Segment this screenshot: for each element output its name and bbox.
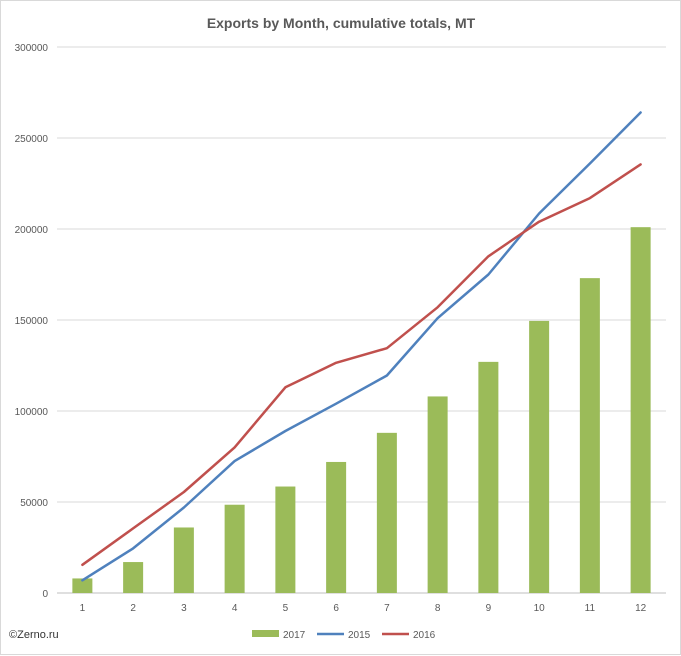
y-tick-label: 200000 bbox=[15, 225, 49, 236]
bar-2017-1 bbox=[72, 578, 93, 593]
bar-2017-2 bbox=[123, 562, 144, 593]
x-tick-label: 11 bbox=[585, 603, 596, 614]
bar-2017-11 bbox=[579, 278, 600, 593]
copyright-text: ©Zerno.ru bbox=[9, 629, 59, 641]
legend-label-2015: 2015 bbox=[348, 630, 371, 641]
x-tick-label: 8 bbox=[435, 603, 441, 614]
bar-2017-10 bbox=[529, 320, 550, 593]
bar-2017-9 bbox=[478, 361, 499, 593]
gridlines bbox=[57, 46, 666, 594]
y-tick-label: 0 bbox=[42, 589, 48, 600]
x-tick-label: 3 bbox=[181, 603, 187, 614]
y-axis: 0 50000 100000 150000 200000 250000 300000 bbox=[15, 43, 49, 600]
x-tick-label: 7 bbox=[384, 603, 390, 614]
x-tick-label: 4 bbox=[232, 603, 238, 614]
x-tick-label: 9 bbox=[486, 603, 492, 614]
y-tick-label: 250000 bbox=[15, 134, 49, 145]
bar-2017-8 bbox=[427, 396, 448, 593]
bar-2017-3 bbox=[173, 527, 194, 593]
bar-2017-7 bbox=[376, 432, 397, 593]
legend-swatch-2017 bbox=[252, 630, 279, 637]
x-tick-label: 10 bbox=[534, 603, 546, 614]
x-tick-label: 5 bbox=[283, 603, 289, 614]
legend: 2017 2015 2016 bbox=[252, 630, 436, 641]
chart-title: Exports by Month, cumulative totals, MT bbox=[207, 15, 476, 31]
bar-series-2017 bbox=[72, 227, 651, 593]
line-series-2016 bbox=[81, 163, 642, 567]
y-tick-label: 100000 bbox=[15, 407, 49, 418]
legend-label-2016: 2016 bbox=[413, 630, 436, 641]
y-tick-label: 50000 bbox=[20, 498, 48, 509]
line-series-2015 bbox=[81, 111, 642, 582]
line-series bbox=[81, 111, 642, 582]
x-tick-label: 12 bbox=[635, 603, 647, 614]
y-tick-label: 300000 bbox=[15, 43, 49, 54]
y-tick-label: 150000 bbox=[15, 316, 49, 327]
bar-2017-6 bbox=[326, 461, 347, 593]
x-tick-label: 6 bbox=[333, 603, 339, 614]
bar-2017-5 bbox=[275, 486, 296, 593]
x-axis: 1 2 3 4 5 6 7 8 9 10 11 12 bbox=[80, 603, 647, 614]
x-tick-label: 1 bbox=[80, 603, 86, 614]
bar-2017-4 bbox=[224, 504, 245, 593]
bar-2017-12 bbox=[630, 227, 651, 593]
legend-label-2017: 2017 bbox=[283, 630, 306, 641]
x-tick-label: 2 bbox=[130, 603, 136, 614]
